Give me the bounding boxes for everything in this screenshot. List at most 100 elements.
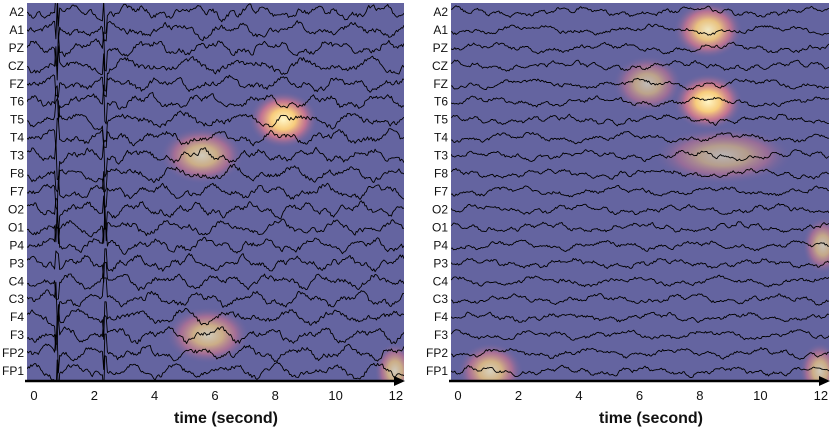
channel-label-t4: T4	[10, 131, 24, 145]
x-axis-arrowhead	[819, 376, 830, 386]
trace-cz	[451, 59, 829, 72]
right-panel: A2 A1 PZ CZ FZ T6 T5 T4 T3 F8 F7 O2 O1 P4 P3 C4 C3 F4 F3 FP…	[426, 3, 830, 427]
trace-t6	[27, 84, 404, 125]
hotspot-fp1	[457, 342, 524, 380]
trace-p4	[451, 239, 829, 252]
channel-label-fp2: FP2	[2, 346, 24, 360]
x-tick-label: 8	[696, 388, 703, 403]
channel-label-t3: T3	[434, 149, 448, 163]
x-tick-label: 8	[272, 388, 279, 403]
hotspot-t6	[673, 73, 744, 131]
hotspot-a1	[673, 3, 744, 59]
channel-label-c3: C3	[433, 292, 449, 306]
channel-label-a2: A2	[433, 5, 448, 19]
channel-label-f4: F4	[434, 310, 448, 324]
trace-p3	[451, 258, 829, 270]
channel-label-fz: FZ	[433, 77, 448, 91]
channel-label-cz: CZ	[8, 59, 24, 73]
x-tick-label: 4	[575, 388, 582, 403]
channel-label-a1: A1	[433, 23, 448, 37]
trace-f8	[27, 163, 404, 193]
x-tick-label: 4	[151, 388, 158, 403]
left-panel: A2 A1 PZ CZ FZ T6 T5 T4 T3 F8 F7 O2 O1 P4 P3 C4 C3 F4 F3 FP…	[2, 3, 405, 427]
trace-c4	[27, 261, 404, 300]
trace-t3	[451, 149, 829, 163]
trace-f3	[27, 314, 404, 351]
trace-p4	[27, 224, 404, 255]
trace-pz	[27, 31, 404, 72]
trace-c4	[451, 274, 829, 288]
trace-f4	[27, 301, 404, 346]
channel-label-c3: C3	[9, 292, 25, 306]
channel-label-f7: F7	[10, 185, 24, 199]
trace-f4	[451, 311, 829, 323]
trace-c3	[27, 277, 404, 320]
channel-label-o1: O1	[432, 220, 448, 234]
channel-label-fp2: FP2	[426, 346, 448, 360]
channel-label-c4: C4	[9, 274, 25, 288]
channel-label-cz: CZ	[432, 59, 448, 73]
channel-label-o2: O2	[8, 202, 24, 216]
trace-fp1	[27, 355, 404, 380]
trace-a2	[27, 3, 404, 35]
x-tick-label: 12	[814, 388, 828, 403]
channel-label-p4: P4	[433, 238, 448, 252]
channel-label-fp1: FP1	[426, 364, 448, 378]
trace-o2	[27, 195, 404, 236]
channel-label-f3: F3	[434, 328, 448, 342]
channel-label-pz: PZ	[433, 41, 448, 55]
trace-layer	[451, 5, 829, 379]
channel-label-fz: FZ	[9, 77, 24, 91]
x-tick-label: 0	[454, 388, 461, 403]
trace-t5	[27, 98, 404, 144]
channel-label-p3: P3	[9, 256, 24, 270]
channel-label-t3: T3	[10, 149, 24, 163]
channel-label-a2: A2	[9, 5, 24, 19]
trace-fz	[451, 77, 829, 91]
channel-label-f4: F4	[10, 310, 24, 324]
trace-cz	[27, 45, 404, 92]
trace-pz	[451, 41, 829, 55]
hotspot-p4	[802, 216, 829, 275]
x-axis-arrowhead	[394, 376, 405, 386]
trace-fp2	[451, 347, 829, 360]
trace-o1	[27, 205, 404, 245]
channel-label-o2: O2	[432, 202, 448, 216]
channel-label-f8: F8	[434, 167, 448, 181]
trace-c3	[451, 293, 829, 306]
trace-t4	[451, 131, 829, 145]
channel-label-p4: P4	[9, 238, 24, 252]
trace-a2	[451, 5, 829, 18]
trace-a1	[27, 3, 404, 43]
trace-fp2	[27, 333, 404, 374]
channel-label-t6: T6	[10, 95, 24, 109]
trace-f7	[451, 184, 829, 198]
hotspot-t3	[159, 126, 245, 185]
trace-f7	[27, 171, 404, 211]
x-tick-label: 12	[389, 388, 403, 403]
channel-label-t4: T4	[434, 131, 448, 145]
trace-t5	[451, 113, 829, 127]
channel-label-t6: T6	[434, 95, 448, 109]
trace-t4	[27, 117, 404, 150]
x-tick-label: 2	[515, 388, 522, 403]
x-tick-label: 2	[91, 388, 98, 403]
x-tick-label: 6	[636, 388, 643, 403]
x-tick-label: 10	[328, 388, 342, 403]
channel-label-t5: T5	[10, 113, 24, 127]
channel-label-f3: F3	[10, 328, 24, 342]
trace-f8	[451, 167, 829, 180]
trace-f3	[451, 329, 829, 341]
trace-p3	[27, 248, 404, 283]
channel-label-o1: O1	[8, 220, 24, 234]
trace-t6	[451, 95, 829, 108]
trace-fz	[27, 74, 404, 98]
channel-label-t5: T5	[434, 113, 448, 127]
x-tick-label: 6	[211, 388, 218, 403]
trace-a1	[451, 23, 829, 36]
trace-fp1	[451, 364, 829, 379]
channel-label-f7: F7	[434, 185, 448, 199]
channel-label-a1: A1	[9, 23, 24, 37]
channel-label-pz: PZ	[9, 41, 24, 55]
